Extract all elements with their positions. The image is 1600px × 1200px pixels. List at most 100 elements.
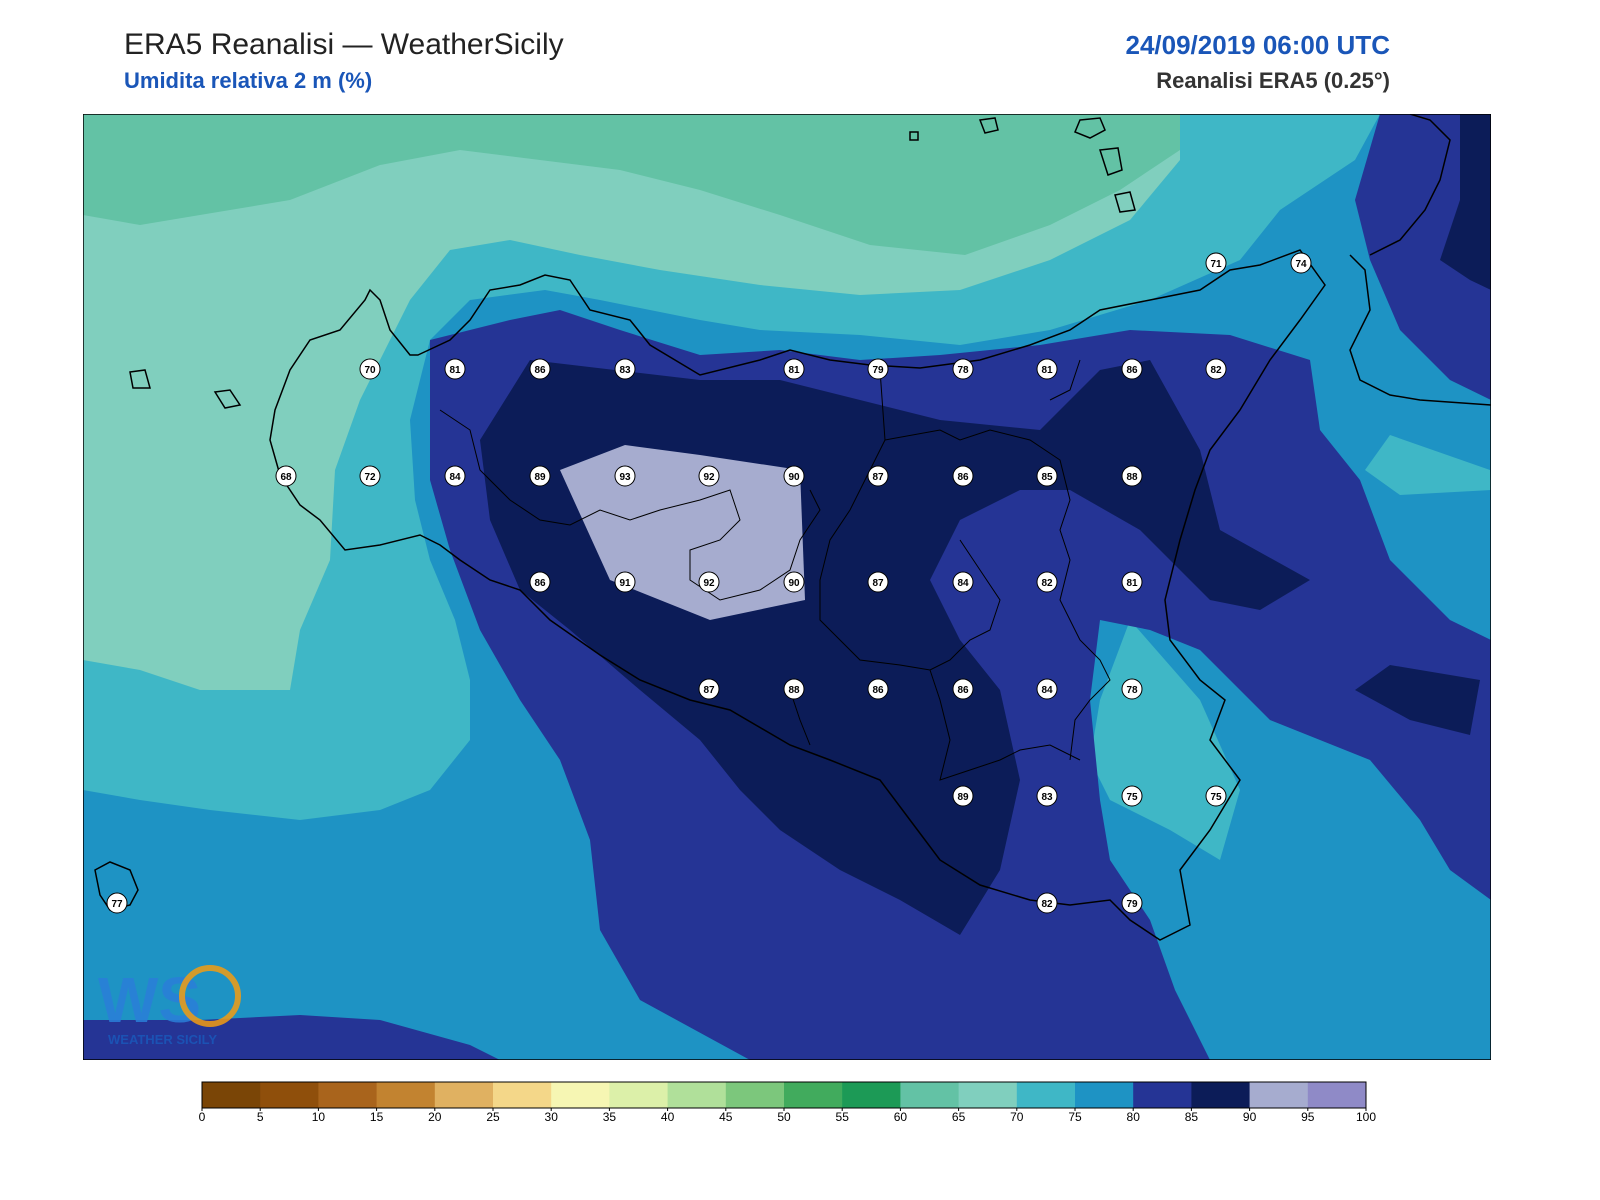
station-value: 87 bbox=[703, 685, 715, 696]
station-marker: 75 bbox=[1205, 785, 1227, 807]
logo-letters: WS bbox=[98, 964, 201, 1036]
colorbar-cell bbox=[1307, 1082, 1367, 1108]
station-value: 84 bbox=[1041, 685, 1053, 696]
station-marker: 78 bbox=[1121, 678, 1143, 700]
colorbar-cell bbox=[900, 1082, 960, 1108]
station-value: 93 bbox=[619, 472, 631, 483]
station-value: 87 bbox=[872, 472, 884, 483]
station-marker: 79 bbox=[1121, 892, 1143, 914]
weather-sicily-logo: WS WEATHER SICILY bbox=[98, 964, 241, 1047]
colorbar-tick-label: 30 bbox=[545, 1110, 559, 1122]
station-circle bbox=[867, 571, 889, 593]
station-circle bbox=[1121, 571, 1143, 593]
station-marker: 77 bbox=[106, 892, 128, 914]
station-value: 70 bbox=[364, 365, 376, 376]
station-value: 68 bbox=[280, 472, 292, 483]
station-value: 84 bbox=[957, 578, 969, 589]
island-favignana bbox=[213, 389, 242, 409]
island-ustica bbox=[909, 131, 919, 141]
map-title: ERA5 Reanalisi — WeatherSicily bbox=[124, 28, 564, 61]
colorbar-tick-label: 10 bbox=[312, 1110, 326, 1122]
colorbar-cell bbox=[260, 1082, 319, 1108]
colorbar-tick-label: 15 bbox=[370, 1110, 384, 1122]
station-circle bbox=[1121, 892, 1143, 914]
station-circle bbox=[359, 358, 381, 380]
station-marker: 86 bbox=[529, 571, 551, 593]
colorbar-cell bbox=[725, 1082, 785, 1108]
station-circle bbox=[614, 358, 636, 380]
station-value: 75 bbox=[1210, 792, 1222, 803]
station-marker: 88 bbox=[1121, 465, 1143, 487]
colorbar: 0 5 10 15 20 25 30 35 40 45 50 55 60 65 70 75 80 85 90 95 10… bbox=[199, 1081, 1376, 1122]
station-value: 88 bbox=[788, 685, 800, 696]
station-circle bbox=[867, 465, 889, 487]
colorbar-cell bbox=[318, 1082, 378, 1108]
coastline bbox=[94, 114, 1491, 941]
station-value: 84 bbox=[449, 472, 461, 483]
island-lipari bbox=[1074, 117, 1106, 139]
station-circle bbox=[1036, 465, 1058, 487]
station-circle bbox=[1036, 892, 1058, 914]
island-stromboli bbox=[978, 117, 999, 134]
station-value: 86 bbox=[534, 578, 546, 589]
station-circle bbox=[1121, 678, 1143, 700]
station-value: 83 bbox=[619, 365, 631, 376]
station-value: 79 bbox=[872, 365, 884, 376]
station-marker: 90 bbox=[783, 571, 805, 593]
station-marker: 81 bbox=[1036, 358, 1058, 380]
station-marker: 90 bbox=[783, 465, 805, 487]
colorbar-cell bbox=[1016, 1082, 1076, 1108]
map-source: Reanalisi ERA5 (0.25°) bbox=[1156, 68, 1390, 93]
station-circle bbox=[529, 358, 551, 380]
station-marker: 86 bbox=[529, 358, 551, 380]
station-circle bbox=[1205, 252, 1227, 274]
station-value: 89 bbox=[534, 472, 546, 483]
humidity-map: 70 81 86 83 81 79 78 81 86 82 71 74 68 72 84 89 93 92 90 87… bbox=[83, 114, 1491, 1060]
colorbar-cell bbox=[376, 1082, 436, 1108]
band-85-90-southwest bbox=[83, 1015, 500, 1060]
station-marker: 75 bbox=[1121, 785, 1143, 807]
sicily-coastline bbox=[269, 249, 1326, 941]
colorbar-cell bbox=[1133, 1082, 1192, 1108]
station-value: 79 bbox=[1126, 899, 1138, 910]
colorbar-cell bbox=[958, 1082, 1018, 1108]
station-marker: 87 bbox=[867, 571, 889, 593]
station-circle bbox=[952, 358, 974, 380]
station-marker: 72 bbox=[359, 465, 381, 487]
station-value: 92 bbox=[703, 472, 715, 483]
station-circle bbox=[1121, 465, 1143, 487]
colorbar-cell bbox=[842, 1082, 901, 1108]
station-marker: 81 bbox=[783, 358, 805, 380]
colorbar-tick-label: 95 bbox=[1301, 1110, 1315, 1122]
station-circle bbox=[867, 678, 889, 700]
station-circle bbox=[1290, 252, 1312, 274]
station-marker: 93 bbox=[614, 465, 636, 487]
station-marker: 86 bbox=[867, 678, 889, 700]
station-value: 88 bbox=[1126, 472, 1138, 483]
station-value: 71 bbox=[1210, 259, 1222, 270]
station-circle bbox=[698, 465, 720, 487]
station-value: 72 bbox=[364, 472, 376, 483]
station-value: 81 bbox=[788, 365, 800, 376]
colorbar-tick-label: 65 bbox=[952, 1110, 966, 1122]
station-value: 86 bbox=[872, 685, 884, 696]
colorbar-tick-label: 75 bbox=[1068, 1110, 1082, 1122]
colorbar-tick-label: 40 bbox=[661, 1110, 675, 1122]
map-subtitle: Umidita relativa 2 m (%) bbox=[124, 68, 373, 93]
island-egadi bbox=[129, 369, 151, 389]
station-value: 81 bbox=[449, 365, 461, 376]
station-markers: 70 81 86 83 81 79 78 81 86 82 71 74 68 72 84 89 93 92 90 87… bbox=[106, 252, 1312, 914]
station-marker: 91 bbox=[614, 571, 636, 593]
station-value: 92 bbox=[703, 578, 715, 589]
logo-text: WEATHER SICILY bbox=[108, 1032, 217, 1047]
map-datetime: 24/09/2019 06:00 UTC bbox=[1125, 30, 1390, 60]
station-marker: 92 bbox=[698, 465, 720, 487]
station-marker: 82 bbox=[1036, 892, 1058, 914]
station-circle bbox=[1205, 785, 1227, 807]
station-circle bbox=[275, 465, 297, 487]
province-borders bbox=[439, 359, 1111, 781]
colorbar-tick-label: 20 bbox=[428, 1110, 442, 1122]
island-pantelleria bbox=[94, 861, 139, 911]
station-marker: 82 bbox=[1036, 571, 1058, 593]
station-value: 89 bbox=[957, 792, 969, 803]
